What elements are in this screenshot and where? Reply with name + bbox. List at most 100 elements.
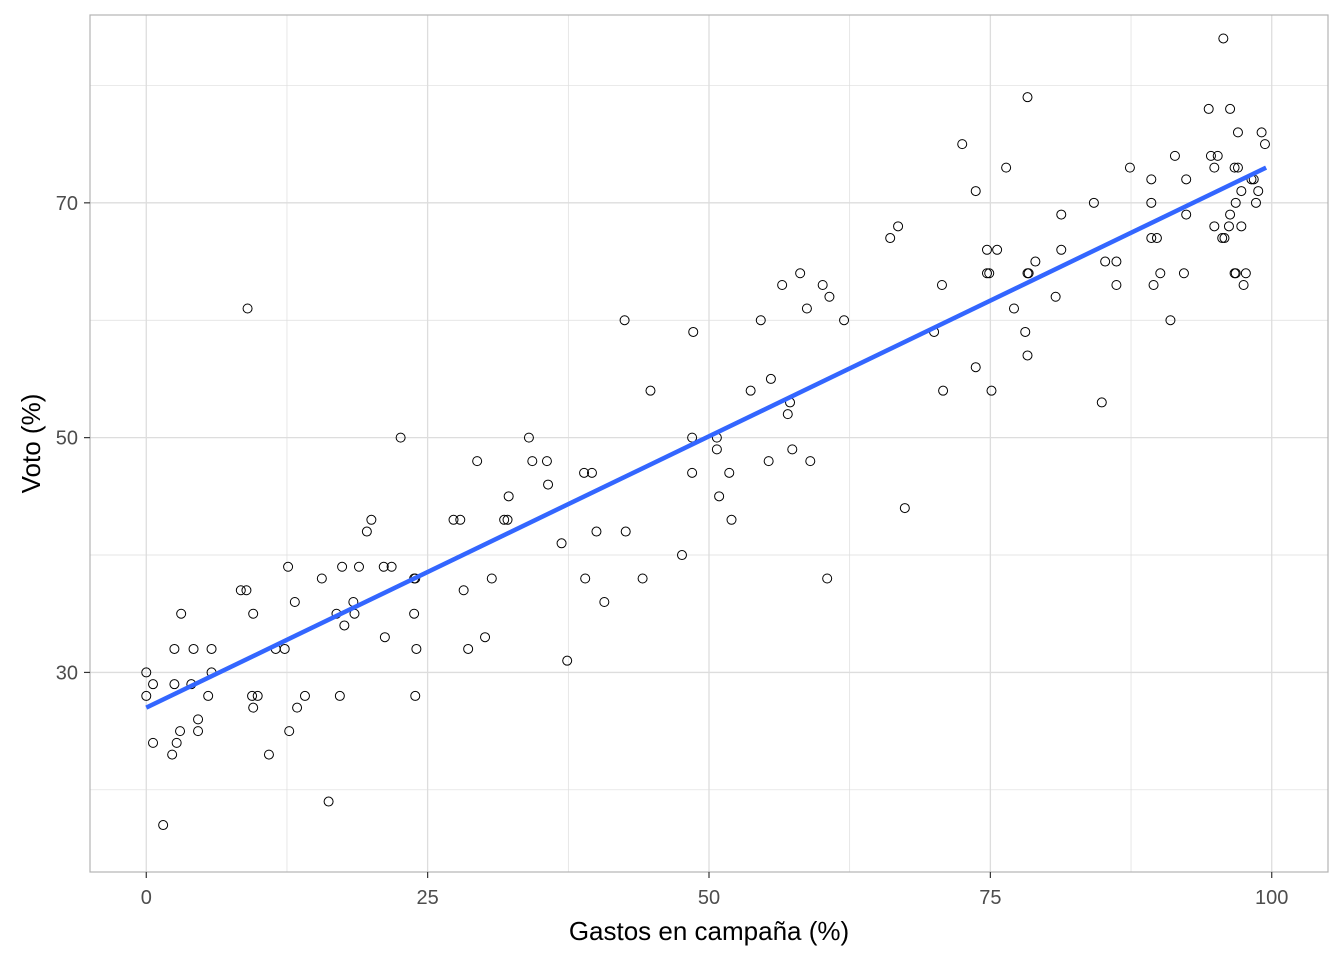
- data-point: [1165, 315, 1176, 326]
- data-point: [724, 467, 735, 478]
- data-point: [167, 749, 178, 760]
- data-point: [556, 538, 567, 549]
- data-point: [1111, 280, 1122, 291]
- data-point: [353, 561, 364, 572]
- data-point: [527, 456, 538, 467]
- data-point: [1169, 150, 1180, 161]
- data-point: [1219, 233, 1230, 244]
- data-point: [206, 643, 217, 654]
- data-point: [386, 561, 397, 572]
- data-point: [1001, 162, 1012, 173]
- data-point: [1100, 256, 1111, 267]
- data-point: [687, 467, 698, 478]
- data-point: [938, 385, 949, 396]
- data-point: [499, 514, 510, 525]
- data-point: [1218, 33, 1229, 44]
- x-tick-label: 100: [1255, 887, 1288, 909]
- data-point: [158, 820, 169, 831]
- data-point: [1212, 150, 1223, 161]
- data-point: [366, 514, 377, 525]
- data-point: [763, 456, 774, 467]
- y-tick-label: 50: [56, 428, 78, 450]
- data-point: [801, 303, 812, 314]
- gridlines: [90, 15, 1328, 872]
- data-point: [1151, 233, 1162, 244]
- y-axis-ticks: 30 50 70: [56, 193, 90, 684]
- data-point: [1023, 268, 1034, 279]
- data-point: [714, 491, 725, 502]
- data-point: [984, 268, 995, 279]
- data-point: [1022, 350, 1033, 361]
- data-point: [986, 385, 997, 396]
- data-point: [1155, 268, 1166, 279]
- data-point: [176, 608, 187, 619]
- data-point: [378, 561, 389, 572]
- data-point: [580, 573, 591, 584]
- data-point: [1022, 92, 1033, 103]
- data-point: [1217, 233, 1228, 244]
- data-point: [795, 268, 806, 279]
- x-tick-label: 0: [141, 887, 152, 909]
- data-point: [480, 632, 491, 643]
- data-point: [361, 526, 372, 537]
- data-point: [292, 702, 303, 713]
- data-point: [1259, 139, 1270, 150]
- data-point: [1088, 197, 1099, 208]
- data-point: [263, 749, 274, 760]
- data-point: [970, 362, 981, 373]
- data-point: [579, 467, 590, 478]
- data-point: [562, 655, 573, 666]
- data-point: [289, 596, 300, 607]
- data-point: [1008, 303, 1019, 314]
- x-axis-title: Gastos en campaña (%): [569, 916, 849, 946]
- data-point: [782, 409, 793, 420]
- data-point: [203, 690, 214, 701]
- data-point: [299, 690, 310, 701]
- data-point: [1236, 221, 1247, 232]
- data-point: [1230, 268, 1241, 279]
- data-point: [175, 726, 186, 737]
- data-point: [1020, 326, 1031, 337]
- data-point: [755, 315, 766, 326]
- data-point: [688, 326, 699, 337]
- data-point: [334, 690, 345, 701]
- data-point: [992, 244, 1003, 255]
- data-point: [1205, 150, 1216, 161]
- data-point: [1253, 186, 1264, 197]
- data-point: [1232, 127, 1243, 138]
- y-axis-title: Voto (%): [16, 394, 46, 494]
- data-point: [337, 561, 348, 572]
- data-point: [839, 315, 850, 326]
- data-point: [676, 550, 687, 561]
- data-point: [645, 385, 656, 396]
- data-point: [1030, 256, 1041, 267]
- data-point: [586, 467, 597, 478]
- data-point: [711, 444, 722, 455]
- x-axis-ticks: 0 25 50 75 100: [141, 872, 1288, 909]
- data-point: [1096, 397, 1107, 408]
- data-point: [543, 479, 554, 490]
- data-point: [242, 303, 253, 314]
- data-point: [1111, 256, 1122, 267]
- data-point: [765, 373, 776, 384]
- data-point: [169, 643, 180, 654]
- data-point: [339, 620, 350, 631]
- data-point: [410, 690, 421, 701]
- data-point: [193, 726, 204, 737]
- data-point: [1238, 280, 1249, 291]
- x-tick-label: 25: [417, 887, 439, 909]
- data-point: [1240, 268, 1251, 279]
- data-point: [1225, 103, 1236, 114]
- data-point: [1209, 221, 1220, 232]
- data-point: [283, 561, 294, 572]
- data-point: [936, 280, 947, 291]
- data-point: [981, 268, 992, 279]
- data-point: [193, 714, 204, 725]
- data-point: [745, 385, 756, 396]
- data-point: [1056, 209, 1067, 220]
- data-point: [235, 585, 246, 596]
- data-point: [619, 315, 630, 326]
- data-point: [1181, 209, 1192, 220]
- data-point: [1250, 197, 1261, 208]
